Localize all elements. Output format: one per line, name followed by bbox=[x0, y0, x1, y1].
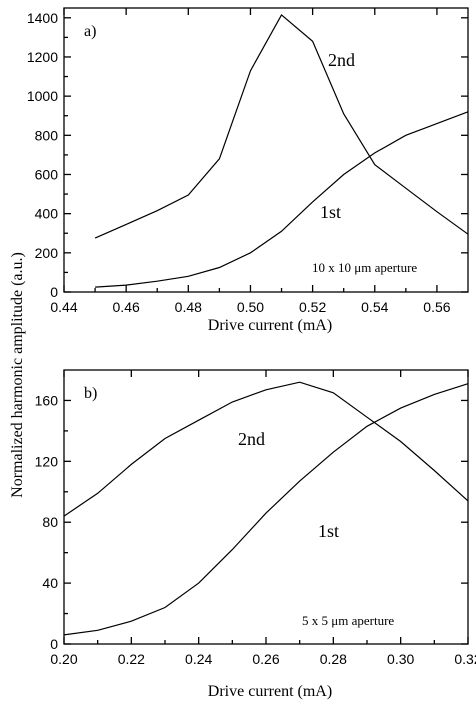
y-tick-label-b: 120 bbox=[35, 453, 59, 469]
series-label-1st-a: 1st bbox=[320, 202, 341, 222]
y-tick-label-a: 400 bbox=[35, 206, 59, 222]
series-line-1st-b bbox=[63, 383, 469, 636]
x-tick-label-a: 0.54 bbox=[361, 299, 388, 315]
panel-a: 0.44 0.46 0.48 0.50 0.52 0.54 0.56 0 200 400 600 80… bbox=[27, 7, 469, 334]
x-tick-label-b: 0.32 bbox=[454, 651, 476, 667]
x-tick-label-b: 0.30 bbox=[387, 651, 414, 667]
panel-label-a: a) bbox=[84, 23, 96, 40]
x-tick-label-b: 0.28 bbox=[320, 651, 347, 667]
x-tick-label-b: 0.22 bbox=[118, 651, 145, 667]
x-tick-label-a: 0.44 bbox=[50, 299, 77, 315]
aperture-annotation-b: 5 x 5 μm aperture bbox=[302, 613, 394, 628]
panel-label-b: b) bbox=[84, 385, 97, 402]
x-tick-label-b: 0.20 bbox=[50, 651, 77, 667]
series-line-2nd-b bbox=[63, 381, 469, 517]
y-tick-label-a: 1400 bbox=[27, 10, 58, 26]
y-tick-label-a: 1000 bbox=[27, 88, 58, 104]
series-label-1st-b: 1st bbox=[318, 521, 339, 541]
y-tick-label-b: 0 bbox=[50, 636, 58, 652]
x-tick-label-b: 0.26 bbox=[252, 651, 279, 667]
y-tick-label-a: 800 bbox=[35, 127, 59, 143]
shared-y-axis-label: Normalized harmonic amplitude (a.u.) bbox=[9, 252, 26, 498]
series-line-1st-a bbox=[95, 111, 469, 288]
x-tick-label-a: 0.46 bbox=[113, 299, 140, 315]
x-tick-label-a: 0.48 bbox=[175, 299, 202, 315]
panel-b: 0.20 0.22 0.24 0.26 0.28 0.30 0.32 0 40 80 120 160 1… bbox=[35, 369, 476, 700]
y-tick-label-b: 160 bbox=[35, 392, 59, 408]
series-label-2nd-a: 2nd bbox=[328, 50, 355, 70]
y-tick-label-a: 200 bbox=[35, 245, 59, 261]
plot-frame-a bbox=[63, 7, 469, 293]
x-axis-label-b: Drive current (mA) bbox=[208, 683, 332, 700]
x-tick-label-b: 0.24 bbox=[185, 651, 212, 667]
y-tick-label-b: 80 bbox=[42, 514, 58, 530]
series-line-2nd-a bbox=[94, 13, 469, 239]
x-tick-label-a: 0.50 bbox=[237, 299, 264, 315]
y-tick-label-a: 600 bbox=[35, 166, 59, 182]
y-tick-label-a: 0 bbox=[50, 284, 58, 300]
x-tick-label-a: 0.52 bbox=[299, 299, 326, 315]
x-axis-label-a: Drive current (mA) bbox=[208, 317, 332, 334]
aperture-annotation-a: 10 x 10 μm aperture bbox=[312, 260, 417, 275]
x-tick-label-a: 0.56 bbox=[423, 299, 450, 315]
series-label-2nd-b: 2nd bbox=[238, 429, 265, 449]
plot-frame-b bbox=[63, 369, 469, 645]
y-tick-label-a: 1200 bbox=[27, 49, 58, 65]
y-tick-label-b: 40 bbox=[42, 575, 58, 591]
